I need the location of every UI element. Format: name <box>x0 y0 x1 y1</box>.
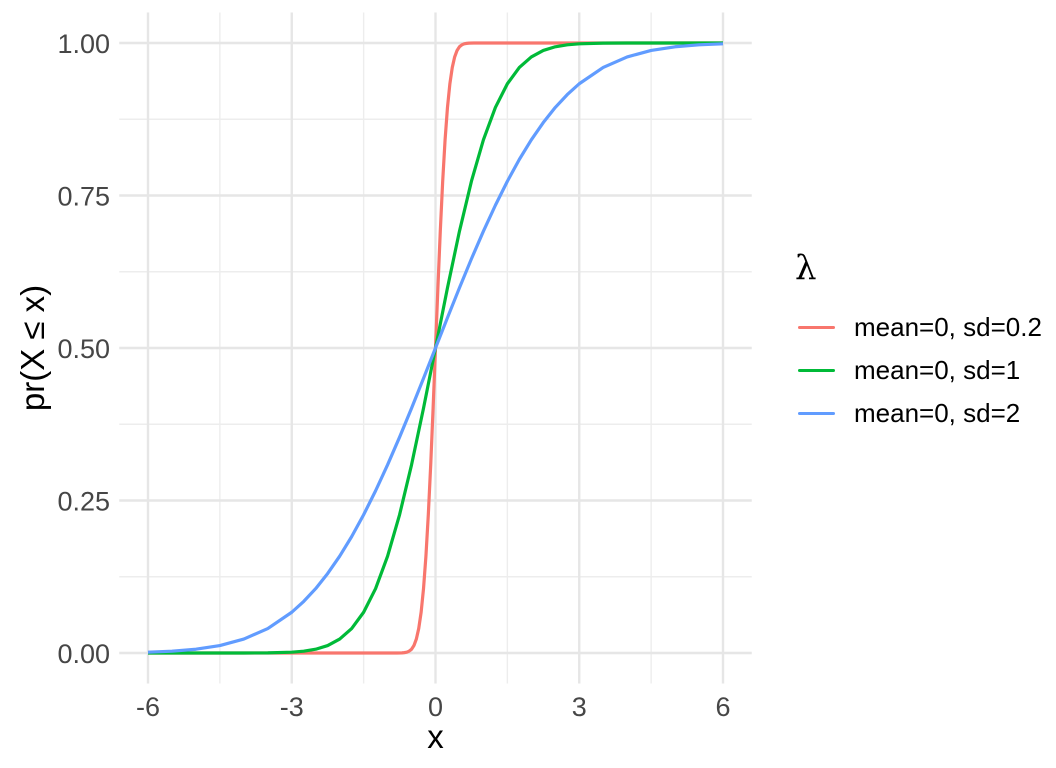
x-axis-title: x <box>427 718 444 755</box>
legend-key-line <box>798 411 835 416</box>
cdf-curve-mean-0-sd-2 <box>147 42 724 654</box>
legend-key-line <box>798 368 835 373</box>
y-tick-label: 0.50 <box>57 334 110 364</box>
legend-entry: mean=0, sd=2 <box>795 392 1042 435</box>
y-axis-title: pr(X ≤ x) <box>14 284 51 412</box>
legend-entry: mean=0, sd=0.2 <box>795 306 1042 349</box>
x-tick-label: 3 <box>572 692 587 722</box>
x-tick-label: 0 <box>428 692 443 722</box>
y-tick-label: 0.25 <box>57 487 110 517</box>
legend-entry-label: mean=0, sd=1 <box>854 355 1021 385</box>
legend-title: λ <box>795 248 817 288</box>
y-tick-label: 0.75 <box>57 182 110 212</box>
major-gridlines <box>119 12 752 684</box>
legend-key-line <box>798 325 835 330</box>
x-tick-label: 6 <box>715 692 730 722</box>
x-axis-tick-labels: -6 -3 0 3 6 <box>136 692 731 722</box>
legend-entries: mean=0, sd=0.2 mean=0, sd=1 mean=0, sd=2 <box>795 306 1042 435</box>
y-axis-tick-labels: 0.00 0.25 0.50 0.75 1.00 <box>57 29 110 669</box>
cdf-curves <box>147 41 724 655</box>
y-tick-label: 0.00 <box>57 639 110 669</box>
y-tick-label: 1.00 <box>57 29 110 59</box>
legend-entry-label: mean=0, sd=2 <box>854 398 1021 428</box>
legend: λ mean=0, sd=0.2 mean=0, sd=1 mean=0, sd=2 <box>795 248 1042 435</box>
x-tick-label: -3 <box>280 692 304 722</box>
x-tick-label: -6 <box>136 692 160 722</box>
legend-entry-label: mean=0, sd=0.2 <box>854 312 1042 342</box>
legend-entry: mean=0, sd=1 <box>795 349 1042 392</box>
